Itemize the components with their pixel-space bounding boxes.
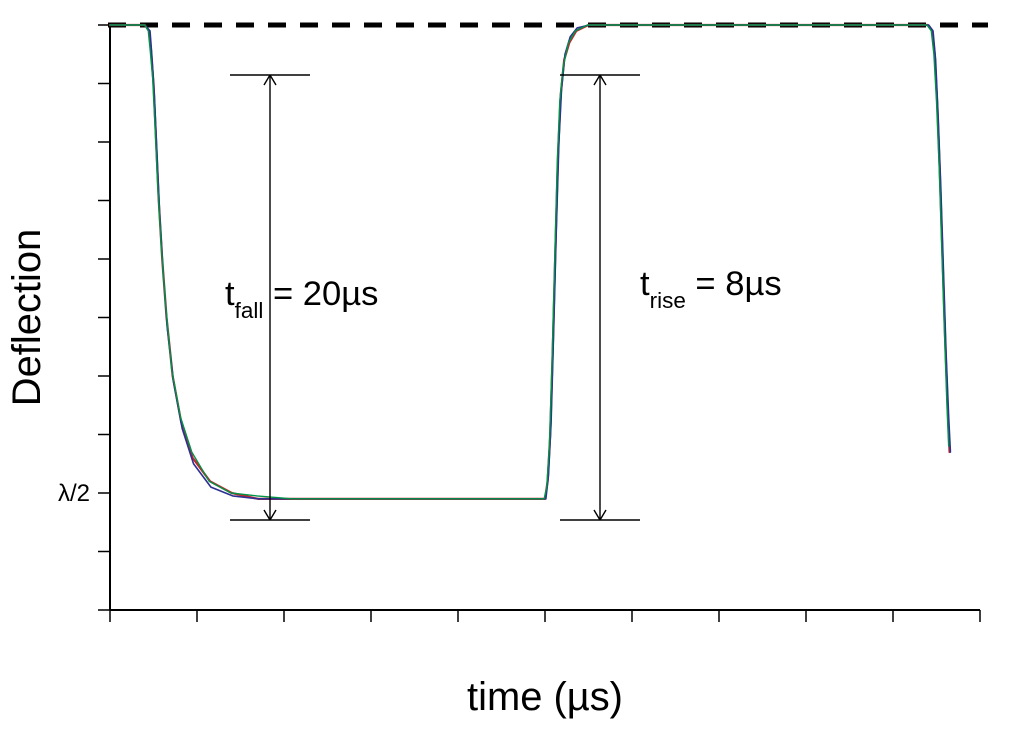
deflection-chart: λ/2Deflectiontime (µs)tfall = 20µstrise … <box>0 0 1021 749</box>
x-axis-label: time (µs) <box>467 675 623 719</box>
y-tick-lambda-half: λ/2 <box>58 480 90 507</box>
y-axis-label: Deflection <box>5 229 49 406</box>
